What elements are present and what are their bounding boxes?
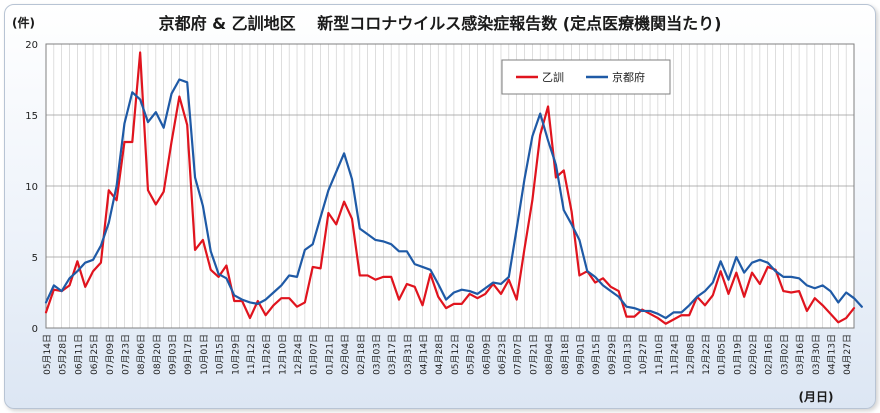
x-tick-label: 03月03日: [371, 334, 382, 375]
series-line-1: [44, 51, 856, 325]
x-tick-label: 04月14日: [419, 334, 430, 375]
x-tick-label: 02月02日: [748, 334, 759, 375]
x-tick-label: 01月05日: [717, 334, 728, 375]
x-tick-label: 03月31日: [403, 334, 414, 375]
x-tick-label: 10月27日: [638, 334, 649, 375]
plot-border: [45, 43, 855, 329]
legend-label-2: 京都府: [612, 70, 645, 84]
x-tick-label: 09月15日: [591, 334, 602, 375]
x-tick-label: 12月10日: [277, 334, 288, 375]
x-tick-label: 05月12日: [450, 334, 461, 375]
x-tick-label: 02月04日: [340, 334, 351, 375]
x-tick-label: 07月07日: [513, 334, 524, 375]
x-tick-label: 05月26日: [466, 334, 477, 375]
x-tick-label: 08月04日: [544, 334, 555, 375]
x-tick-label: 11月26日: [262, 334, 273, 375]
x-tick-label: 03月16日: [795, 334, 806, 375]
x-tick-label: 05月14日: [42, 334, 53, 375]
x-tick-label: 09月01日: [575, 334, 586, 375]
legend: 乙訓 京都府: [501, 59, 671, 95]
x-tick-label: 02月16日: [764, 334, 775, 375]
y-tick-label: 5: [32, 253, 38, 264]
x-tick-label: 12月22日: [701, 334, 712, 375]
x-tick-label: 08月20日: [152, 334, 163, 375]
y-tick-label: 20: [25, 40, 38, 51]
x-tick-label: 10月15日: [215, 334, 226, 375]
x-tick-label: 10月29日: [230, 334, 241, 375]
x-tick-label: 08月06日: [136, 334, 147, 375]
x-axis-unit-label: (月日): [799, 390, 834, 404]
x-tick-label: 07月23日: [120, 334, 131, 375]
x-tick-label: 04月27日: [842, 334, 853, 375]
x-tick-label: 09月29日: [607, 334, 618, 375]
y-tick-label: 10: [25, 182, 38, 193]
x-tick-label: 06月09日: [481, 334, 492, 375]
x-tick-label: 11月24日: [670, 334, 681, 375]
x-tick-label: 07月21日: [528, 334, 539, 375]
x-tick-label: 06月11日: [73, 334, 84, 375]
x-tick-label: 10月13日: [623, 334, 634, 375]
x-tick-label: 01月07日: [309, 334, 320, 375]
x-tick-label: 03月02日: [779, 334, 790, 375]
x-tick-label: 09月17日: [183, 334, 194, 375]
x-tick-label: 03月30日: [811, 334, 822, 375]
x-tick-label: 01月21日: [324, 334, 335, 375]
plot-area: 0 5 10 15 20 05月14日 05月28日 06月11日 06月25日 07月09日 07…: [25, 40, 863, 375]
x-tick-label: 11月12日: [246, 334, 257, 375]
x-tick-label: 07月09日: [105, 334, 116, 375]
series-line-2: [44, 78, 863, 320]
x-tick-label: 12月24日: [293, 334, 304, 375]
x-tick-label: 01月19日: [732, 334, 743, 375]
x-tick-label: 05月28日: [58, 334, 69, 375]
y-tick-label: 0: [32, 324, 38, 335]
chart-title: 京都府 & 乙訓地区 新型コロナウイルス感染症報告数 (定点医療機関当たり): [159, 14, 722, 33]
x-tick-label: 06月23日: [497, 334, 508, 375]
x-tick-label: 06月25日: [89, 334, 100, 375]
x-tick-label: 12月08日: [685, 334, 696, 375]
x-tick-label: 08月18日: [560, 334, 571, 375]
x-tick-label: 04月28日: [434, 334, 445, 375]
legend-label-1: 乙訓: [542, 70, 564, 84]
x-tick-label: 10月01日: [199, 334, 210, 375]
x-tick-label: 03月17日: [387, 334, 398, 375]
y-tick-label: 15: [25, 111, 38, 122]
x-tick-label: 11月10日: [654, 334, 665, 375]
x-tick-label: 02月18日: [356, 334, 367, 375]
x-tick-label: 09月03日: [168, 334, 179, 375]
y-axis-unit-label: (件): [12, 15, 35, 30]
x-tick-label: 04月13日: [826, 334, 837, 375]
